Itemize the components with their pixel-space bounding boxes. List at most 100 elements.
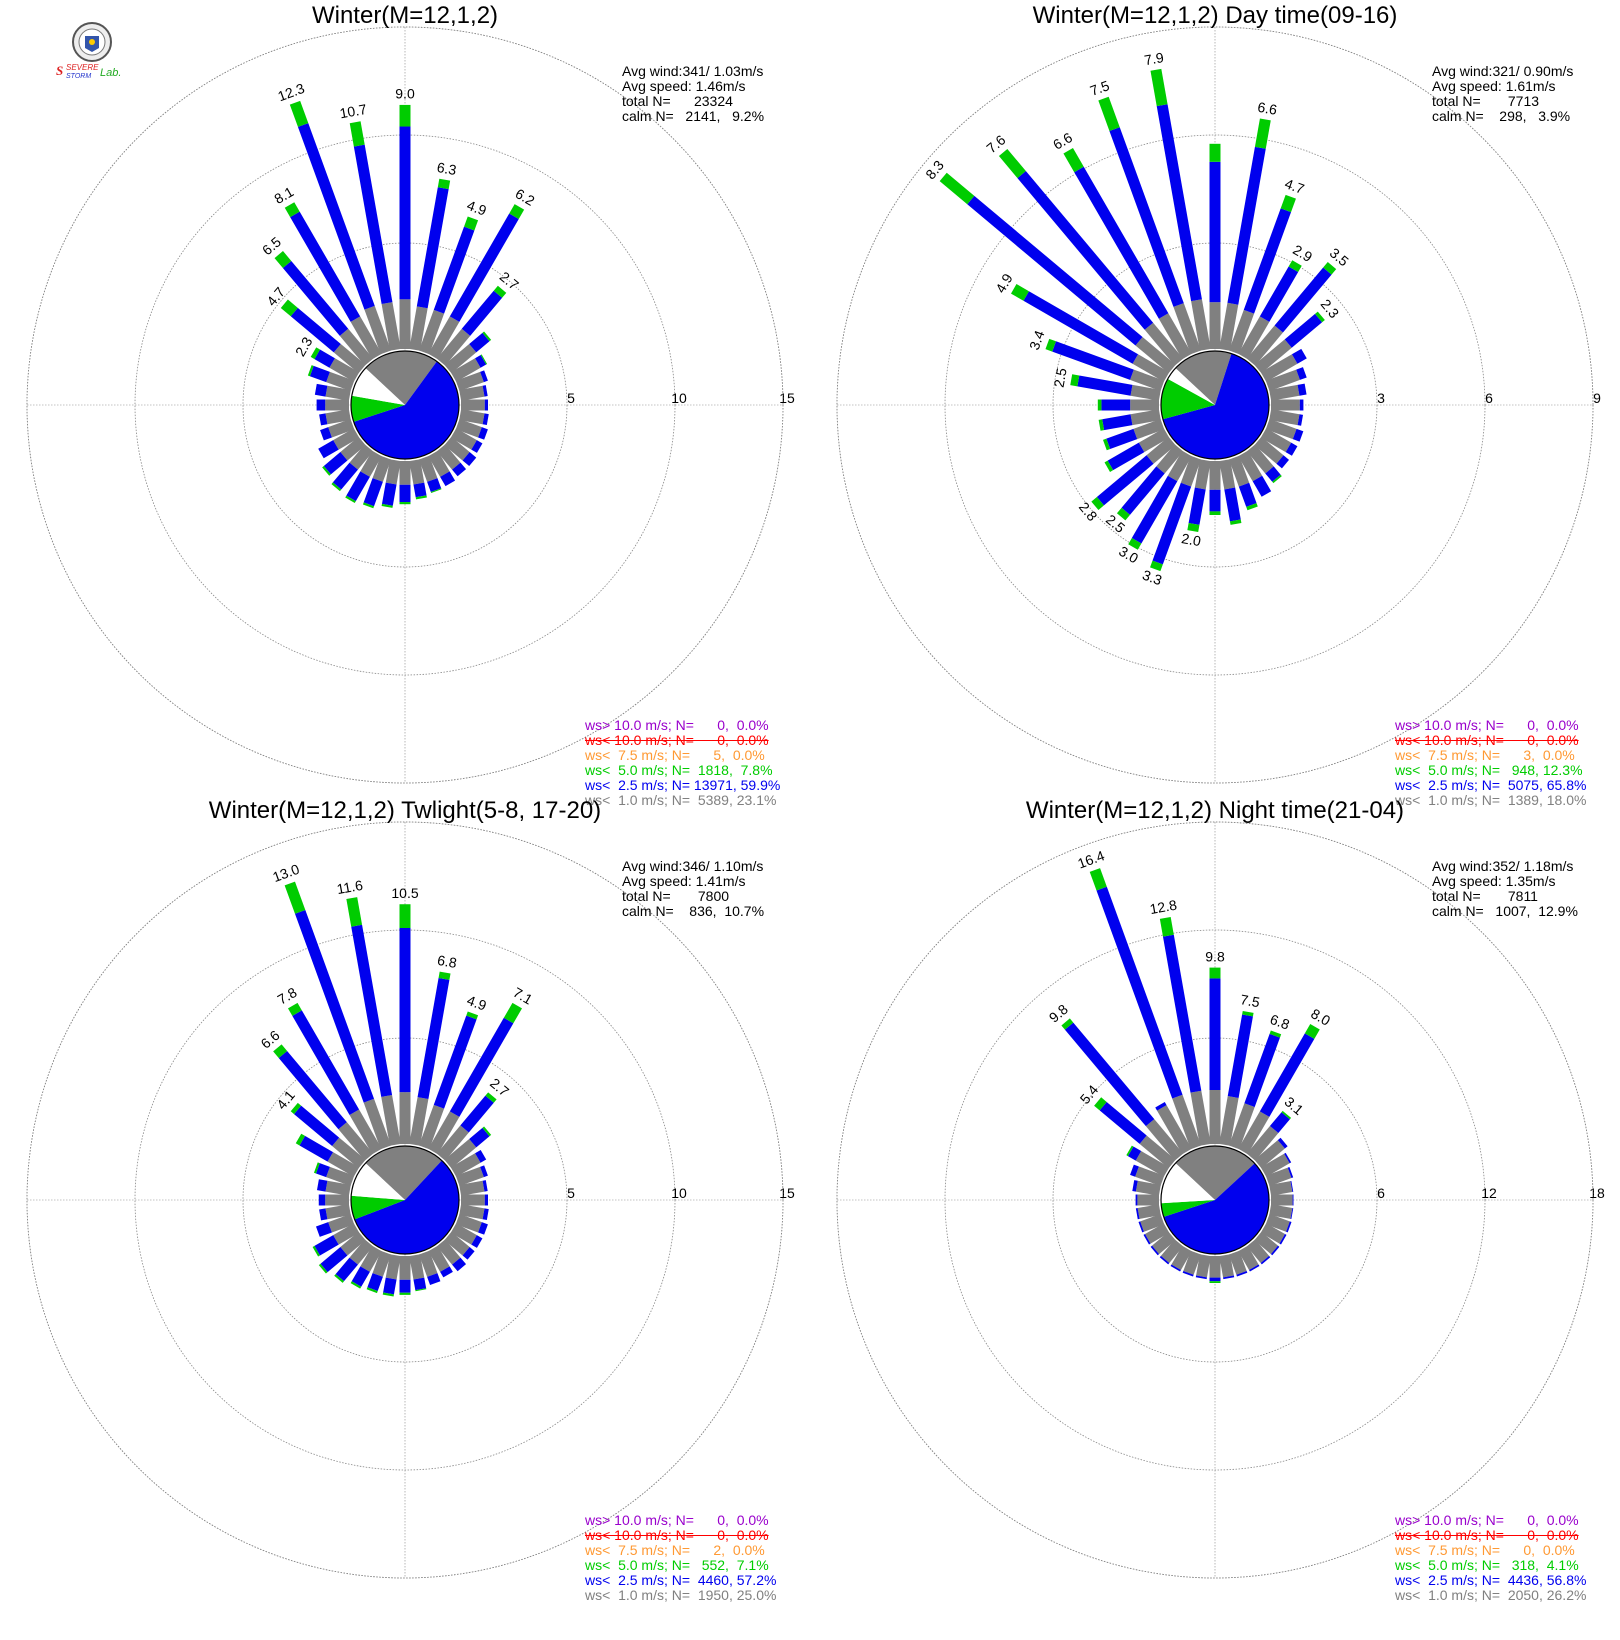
bar-value-label: 12.3 <box>276 80 307 104</box>
direction-bar <box>1091 436 1176 511</box>
bar-segment-blue <box>1209 1277 1221 1282</box>
bar-segment-gray <box>1260 428 1292 453</box>
bar-segment-gray <box>409 1254 425 1280</box>
direction-bar <box>409 178 451 351</box>
direction-bar <box>409 971 451 1146</box>
radial-tick-label: 9 <box>1593 390 1601 406</box>
direction-bar <box>998 148 1184 366</box>
direction-bar <box>409 459 427 500</box>
bar-segment-gray <box>1254 339 1292 374</box>
direction-bar <box>1187 459 1211 533</box>
pie-outline <box>1160 350 1270 460</box>
bar-segment-blue <box>292 1010 360 1115</box>
bar-segment-gray <box>339 328 374 366</box>
direction-bar <box>1269 409 1304 426</box>
bar-segment-blue <box>462 452 477 467</box>
bar-segment-gray <box>326 371 355 392</box>
bar-segment-blue <box>1132 1180 1138 1192</box>
bar-segment-gray <box>1228 1103 1255 1150</box>
bar-segment-gray <box>1265 369 1300 392</box>
direction-bar <box>382 1254 401 1297</box>
bar-segment-green <box>466 1011 479 1020</box>
bar-segment-green <box>318 1263 328 1274</box>
direction-bar <box>1143 1223 1170 1245</box>
bar-segment-gray <box>461 399 485 411</box>
bar-segment-gray <box>1254 1231 1278 1255</box>
bar-segment-green <box>313 1162 320 1174</box>
bar-segment-blue <box>475 354 487 368</box>
bar-segment-blue <box>1209 161 1221 303</box>
direction-bar <box>1126 1145 1170 1177</box>
bar-segment-blue <box>314 349 335 368</box>
bar-segment-gray <box>381 1094 401 1146</box>
direction-bar <box>1254 436 1290 469</box>
bar-segment-blue <box>1265 466 1281 482</box>
bar-segment-green <box>349 121 365 147</box>
bar-segment-blue <box>1227 1014 1253 1098</box>
radial-tick-label: 5 <box>567 390 575 406</box>
pie-slice-green <box>1161 378 1215 420</box>
bar-segment-gray <box>1265 418 1297 440</box>
pie-slice-gray <box>365 351 437 405</box>
bar-segment-gray <box>428 1245 450 1272</box>
bar-value-label: 10.7 <box>338 101 368 122</box>
bar-segment-green <box>493 285 507 298</box>
bar-segment-green <box>1063 147 1084 173</box>
bar-segment-green <box>1061 1018 1074 1030</box>
bar-segment-blue <box>478 427 488 440</box>
bar-segment-gray <box>325 409 351 425</box>
stat-calm: calm N= 2141, 9.2% <box>622 108 765 124</box>
bar-segment-blue <box>484 399 488 411</box>
bar-segment-blue <box>1290 1208 1294 1220</box>
legend-entry: ws< 2.5 m/s; N= 4436, 56.8% <box>1395 1572 1587 1588</box>
direction-bar <box>399 904 411 1144</box>
bar-segment-blue <box>1150 1245 1160 1256</box>
bar-segment-blue <box>1290 1180 1294 1192</box>
bar-segment-green <box>1098 419 1105 431</box>
direction-bar <box>1269 383 1307 401</box>
bar-segment-gray <box>1130 369 1165 392</box>
bar-value-label: 10.5 <box>391 885 418 901</box>
bar-segment-green <box>430 488 442 493</box>
bar-segment-green <box>280 299 298 317</box>
bar-segment-blue <box>484 1194 488 1206</box>
direction-bar <box>1271 1194 1294 1206</box>
bar-segment-green <box>1304 1024 1320 1039</box>
bar-segment-blue <box>417 977 450 1100</box>
bar-segment-blue <box>1269 1112 1290 1134</box>
bar-segment-green <box>1070 374 1080 387</box>
direction-bar <box>1063 147 1192 360</box>
direction-bar <box>362 455 392 509</box>
pie-slice-blue <box>353 361 460 459</box>
direction-bar <box>349 121 401 351</box>
bar-segment-blue <box>315 1163 330 1178</box>
wind-rose-panel: 5 10 15 9.0 6.3 4.9 6.2 2.7 2.3 4.7 6.5 8.1 12.3 10.7… <box>0 0 810 820</box>
bar-segment-green <box>464 216 479 231</box>
direction-bar <box>316 1179 351 1196</box>
bar-segment-gray <box>1183 1250 1202 1275</box>
bar-segment-gray <box>1260 1223 1285 1244</box>
direction-bar <box>418 1250 441 1285</box>
bar-segment-gray <box>338 1122 374 1161</box>
bar-segment-green <box>1089 868 1107 891</box>
bar-segment-gray <box>333 428 360 450</box>
bar-segment-blue <box>1023 291 1139 364</box>
direction-bar <box>314 383 351 401</box>
bar-segment-blue <box>1249 1264 1260 1272</box>
bar-value-label: 2.5 <box>1051 367 1070 389</box>
bar-segment-blue <box>461 290 503 336</box>
bar-segment-gray <box>1137 1194 1159 1206</box>
bar-segment-gray <box>1130 409 1161 426</box>
bar-segment-green <box>415 1288 427 1292</box>
bar-segment-gray <box>326 1166 355 1187</box>
bar-segment-blue <box>294 1105 340 1147</box>
bar-segment-blue <box>482 1208 489 1221</box>
stat-calm: calm N= 836, 10.7% <box>622 903 765 919</box>
bar-segment-blue <box>1224 487 1241 522</box>
bar-segment-gray <box>340 436 366 461</box>
bar-segment-gray <box>418 1104 445 1150</box>
bar-segment-blue <box>1209 978 1221 1090</box>
bar-segment-gray <box>325 1204 351 1220</box>
direction-bar <box>1254 1137 1288 1169</box>
